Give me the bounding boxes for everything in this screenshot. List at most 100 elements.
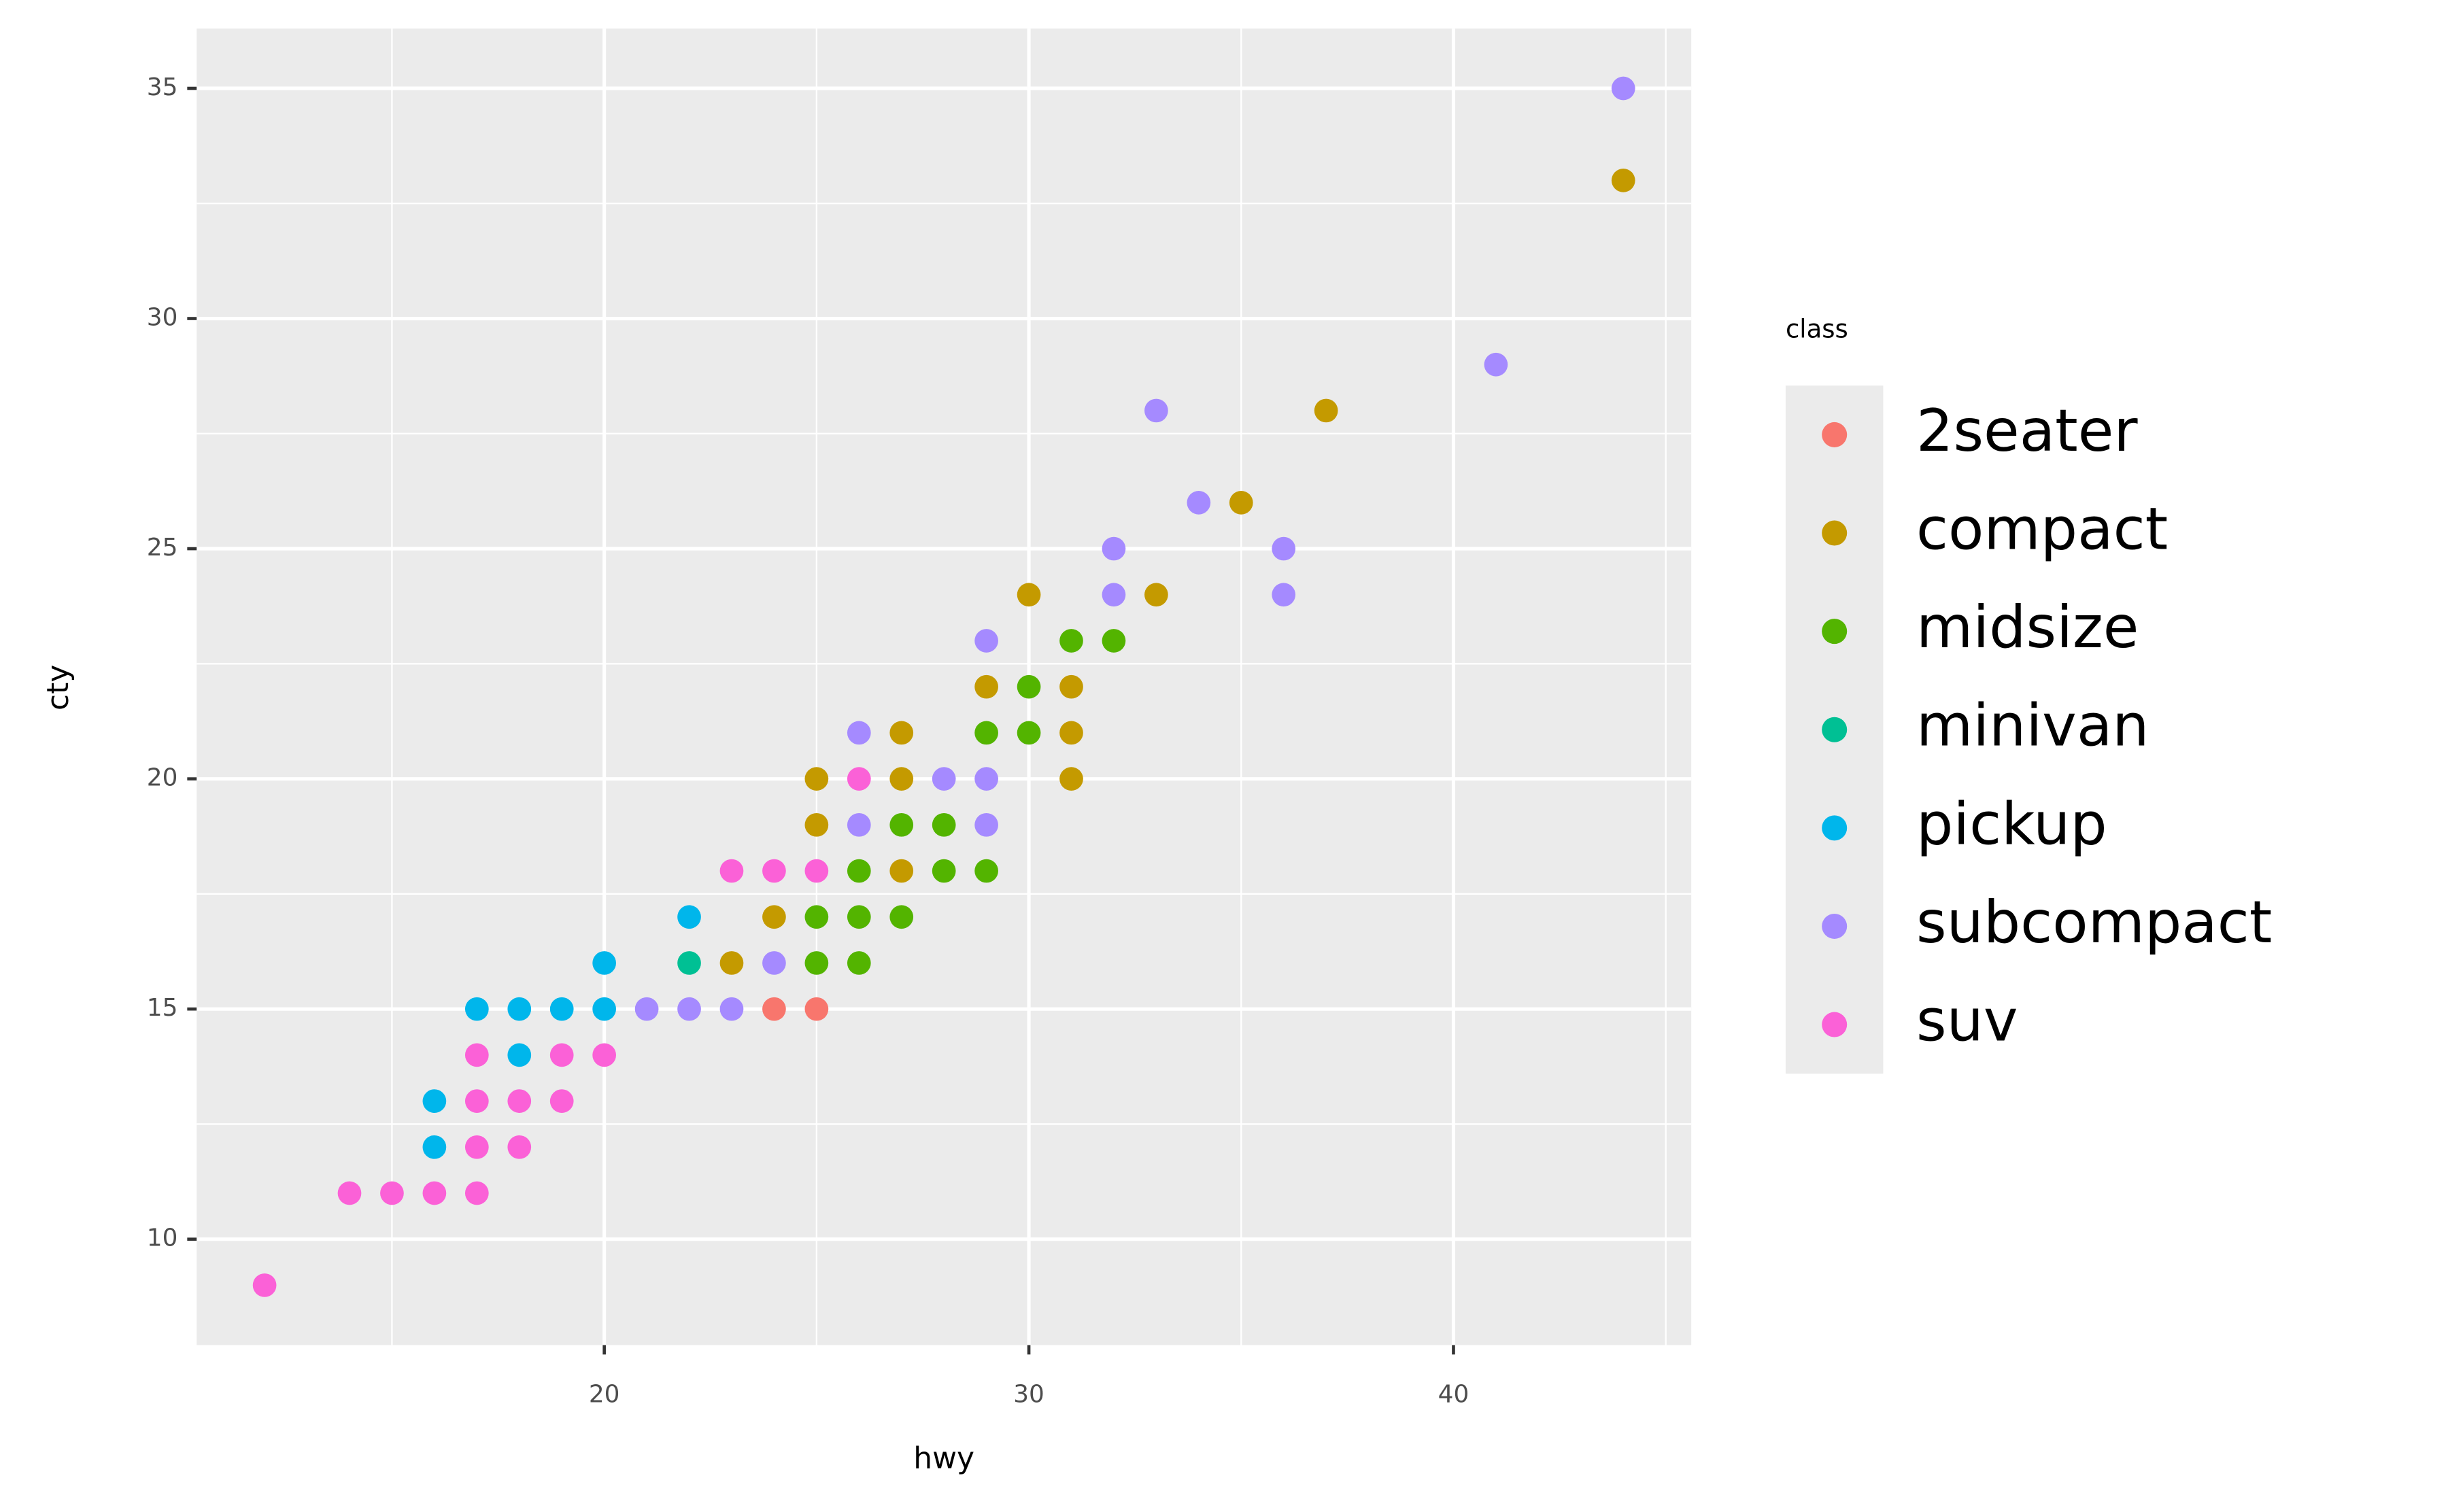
legend-swatch — [1822, 1012, 1848, 1037]
panel — [197, 28, 1692, 1345]
point — [889, 767, 914, 791]
point — [422, 1135, 447, 1159]
point — [507, 997, 532, 1021]
y-axis-label: cty — [41, 665, 75, 710]
x-axis-label: hwy — [913, 1441, 974, 1475]
point — [549, 1043, 574, 1067]
point — [804, 905, 829, 929]
point — [1272, 536, 1296, 561]
point — [1187, 491, 1211, 515]
point — [974, 859, 998, 883]
point — [889, 812, 914, 837]
legend-title: class — [1786, 315, 1848, 344]
point — [719, 951, 744, 975]
point — [804, 951, 829, 975]
point — [464, 1181, 489, 1205]
grid — [197, 28, 1692, 1345]
point — [549, 1089, 574, 1113]
point — [1272, 583, 1296, 607]
y-tick-label: 10 — [147, 1224, 178, 1252]
point — [549, 997, 574, 1021]
point — [847, 951, 871, 975]
point — [1059, 674, 1083, 699]
legend-swatch — [1822, 619, 1848, 645]
point — [252, 1273, 277, 1297]
legend-label: 2seater — [1916, 398, 2138, 465]
x-tick-label: 20 — [589, 1380, 620, 1408]
point — [804, 812, 829, 837]
point — [1611, 169, 1635, 192]
legend-swatch — [1822, 815, 1848, 841]
point — [932, 859, 956, 883]
point — [1059, 721, 1083, 745]
y-tick-label: 35 — [147, 73, 178, 101]
point — [634, 997, 659, 1021]
y-tick-label: 20 — [147, 764, 178, 792]
point — [464, 997, 489, 1021]
legend-swatch — [1822, 913, 1848, 939]
legend: 2seater compact midsize minivan pickup subcom… — [1785, 385, 2272, 1074]
y-tick-label: 15 — [147, 994, 178, 1022]
point — [1229, 491, 1253, 515]
point — [719, 997, 744, 1021]
point — [974, 767, 998, 791]
point — [974, 629, 998, 653]
point — [974, 721, 998, 745]
legend-label: subcompact — [1916, 889, 2272, 957]
point — [804, 767, 829, 791]
point — [592, 1043, 616, 1067]
legend-label: suv — [1916, 987, 2018, 1054]
point — [1017, 583, 1041, 607]
point — [380, 1181, 404, 1205]
point — [1144, 398, 1168, 423]
point — [592, 997, 616, 1021]
point — [804, 859, 829, 883]
legend-swatch — [1822, 422, 1848, 447]
point — [974, 812, 998, 837]
point — [932, 812, 956, 837]
y-tick-label: 25 — [147, 534, 178, 562]
point — [847, 767, 871, 791]
point — [889, 721, 914, 745]
x-tick-label: 40 — [1438, 1380, 1469, 1408]
point — [762, 997, 786, 1021]
point — [464, 1135, 489, 1159]
point — [762, 905, 786, 929]
point — [889, 905, 914, 929]
point — [592, 951, 616, 975]
point — [847, 721, 871, 745]
point — [847, 812, 871, 837]
point — [762, 859, 786, 883]
points — [252, 76, 1635, 1297]
point — [1102, 629, 1126, 653]
point — [337, 1181, 362, 1205]
legend-label: midsize — [1916, 594, 2139, 662]
point — [1017, 721, 1041, 745]
point — [677, 905, 701, 929]
point — [677, 997, 701, 1021]
point — [1059, 629, 1083, 653]
point — [804, 997, 829, 1021]
point — [507, 1043, 532, 1067]
legend-label: pickup — [1916, 791, 2107, 858]
point — [1102, 536, 1126, 561]
point — [932, 767, 956, 791]
point — [677, 951, 701, 975]
point — [1314, 398, 1338, 423]
point — [1017, 674, 1041, 699]
point — [1611, 76, 1635, 101]
point — [507, 1135, 532, 1159]
point — [464, 1089, 489, 1113]
legend-swatch — [1822, 717, 1848, 742]
point — [422, 1181, 447, 1205]
y-tick-label: 30 — [147, 304, 178, 332]
point — [507, 1089, 532, 1113]
point — [422, 1089, 447, 1113]
legend-swatch — [1822, 520, 1848, 546]
point — [1484, 352, 1508, 377]
x-tick-label: 30 — [1013, 1380, 1044, 1408]
point — [1144, 583, 1168, 607]
legend-label: minivan — [1916, 693, 2149, 760]
point — [1059, 767, 1083, 791]
